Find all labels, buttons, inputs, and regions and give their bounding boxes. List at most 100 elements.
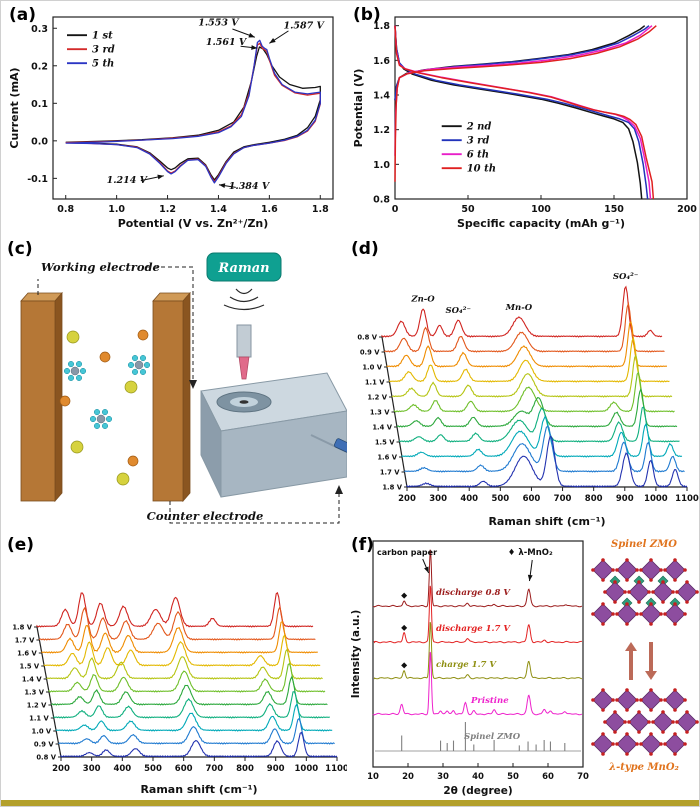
- svg-text:1.8: 1.8: [312, 204, 329, 215]
- svg-text:discharge 0.8 V: discharge 0.8 V: [436, 588, 511, 598]
- panel-b-label: (b): [353, 5, 381, 25]
- spectrum-1.6-V: [401, 415, 683, 458]
- svg-text:1.384 V: 1.384 V: [229, 181, 271, 192]
- svg-text:1.214 V: 1.214 V: [107, 175, 149, 186]
- spectrum-1.1-V: [53, 691, 330, 719]
- svg-text:1.2: 1.2: [373, 125, 390, 136]
- svg-text:6 th: 6 th: [467, 150, 489, 161]
- svg-text:900: 900: [616, 494, 634, 504]
- svg-text:1.6 V: 1.6 V: [377, 454, 397, 462]
- crystal-structures: Spinel ZMO λ-type MnO₂: [589, 535, 699, 799]
- svg-text:Current (mA): Current (mA): [8, 67, 21, 148]
- gcd-chart-svg: 0 50 100 150 200 0.8 1.0 1.2 1.4 1.6 1.8 Specific c…: [352, 16, 697, 230]
- svg-text:1.561 V: 1.561 V: [206, 37, 248, 48]
- svg-text:1.1 V: 1.1 V: [29, 715, 49, 723]
- svg-text:Working electrode: Working electrode: [41, 260, 160, 274]
- svg-text:-0.1: -0.1: [27, 174, 48, 185]
- svg-text:1 st: 1 st: [92, 31, 113, 42]
- svg-text:2θ (degree): 2θ (degree): [443, 785, 512, 797]
- spinel-zmo-caption: Spinel ZMO: [610, 539, 677, 550]
- series-2-nd: [394, 25, 643, 200]
- series-6-th: [394, 25, 652, 200]
- raman-waterfall-e-svg: 200 300 400 500 600 700 800 900 1000 1100 Raman sh…: [12, 591, 347, 796]
- svg-text:0.2: 0.2: [31, 61, 48, 72]
- svg-text:0.3: 0.3: [31, 24, 48, 35]
- svg-text:0.0: 0.0: [31, 136, 48, 147]
- svg-text:800: 800: [585, 494, 603, 504]
- svg-text:SO₄²⁻: SO₄²⁻: [613, 272, 638, 282]
- svg-text:Potential (V): Potential (V): [352, 69, 365, 148]
- svg-text:1.8 V: 1.8 V: [382, 484, 402, 492]
- spectrum-1.5-V: [43, 633, 321, 667]
- svg-text:600: 600: [523, 494, 541, 504]
- spectrum-1.0-V: [55, 703, 333, 732]
- svg-text:1.0: 1.0: [373, 160, 390, 171]
- svg-text:1.3 V: 1.3 V: [24, 689, 44, 697]
- svg-text:1.6: 1.6: [261, 204, 278, 215]
- spectrum-1.3-V: [393, 371, 675, 413]
- panel-c-raman-cell-schematic: (c) Working electrode Counter electrode Ra…: [5, 239, 347, 531]
- svg-text:1.1 V: 1.1 V: [365, 379, 385, 387]
- svg-text:1.553 V: 1.553 V: [198, 18, 240, 29]
- svg-text:1.5 V: 1.5 V: [375, 439, 395, 447]
- panel-b-gcd-chart: (b) 0 50 100 150 200 0.8 1.0 1.2 1.4 1.6 1.8 Specif…: [351, 5, 699, 235]
- svg-text:1.2: 1.2: [159, 204, 176, 215]
- svg-text:carbon paper: carbon paper: [377, 548, 437, 557]
- svg-text:1.0 V: 1.0 V: [362, 364, 382, 372]
- xrd-chart-svg: 10 20 30 40 50 60 70 2θ (degree) Intensity (a.u.…: [350, 540, 589, 797]
- series-10-th: [394, 25, 657, 182]
- svg-text:600: 600: [175, 764, 193, 774]
- svg-text:1100: 1100: [675, 494, 699, 504]
- svg-text:400: 400: [113, 764, 131, 774]
- bottom-accent-bar: [1, 800, 699, 806]
- svg-text:700: 700: [554, 494, 572, 504]
- svg-text:40: 40: [472, 772, 484, 782]
- panel-e-raman-waterfall: (e) 200 300 400 500 600 700 800 900 1000 1100 Rama…: [5, 535, 347, 799]
- svg-text:Pristine: Pristine: [470, 696, 509, 706]
- svg-text:2 nd: 2 nd: [466, 122, 492, 133]
- spectrum-1.3-V: [48, 662, 326, 693]
- svg-text:Counter electrode: Counter electrode: [147, 509, 264, 523]
- svg-text:900: 900: [267, 764, 285, 774]
- svg-text:1.2 V: 1.2 V: [27, 702, 47, 710]
- panel-f-xrd-and-structures: (f) 10 20 30 40 50 60 70 2θ (degree) Intensity (…: [349, 535, 699, 799]
- spectrum-1.4-V: [46, 648, 323, 680]
- spectrum-0.8-V: [381, 285, 663, 338]
- svg-text:0.8: 0.8: [373, 195, 390, 206]
- svg-text:Raman: Raman: [217, 261, 269, 276]
- svg-text:Mn-O: Mn-O: [505, 303, 533, 313]
- svg-text:1.8: 1.8: [373, 21, 390, 32]
- svg-text:200: 200: [398, 494, 416, 504]
- svg-text:1.6: 1.6: [373, 56, 390, 67]
- svg-text:1.6 V: 1.6 V: [17, 650, 37, 658]
- svg-text:Zn-O: Zn-O: [410, 295, 435, 305]
- cv-chart-svg: 0.8 1.0 1.2 1.4 1.6 1.8 -0.1 0.0 0.1 0.2 0.3 Potent…: [8, 16, 334, 230]
- svg-text:30: 30: [437, 772, 449, 782]
- svg-text:400: 400: [460, 494, 478, 504]
- svg-text:150: 150: [604, 204, 624, 215]
- svg-text:charge 1.7 V: charge 1.7 V: [436, 660, 497, 670]
- svg-text:1000: 1000: [294, 764, 318, 774]
- svg-text:0.9 V: 0.9 V: [34, 741, 54, 749]
- raman-cell-schematic-svg: Working electrode Counter electrode Raman: [20, 252, 347, 525]
- lambda-mno2-caption: λ-type MnO₂: [609, 762, 679, 773]
- svg-text:10 th: 10 th: [467, 164, 496, 175]
- xrd-trace-discharge-1.7-V: [373, 585, 582, 644]
- spectrum-1.1-V: [388, 336, 670, 383]
- svg-text:Raman shift (cm⁻¹): Raman shift (cm⁻¹): [488, 515, 605, 528]
- svg-text:discharge 1.7 V: discharge 1.7 V: [436, 624, 511, 634]
- raman-waterfall-d-svg: 200 300 400 500 600 700 800 900 1000 1100 Raman sh…: [357, 272, 699, 528]
- svg-text:300: 300: [429, 494, 447, 504]
- spectrum-1.7-V: [403, 425, 685, 473]
- spectrum-1.4-V: [396, 387, 678, 428]
- svg-text:1100: 1100: [325, 764, 347, 774]
- svg-text:500: 500: [144, 764, 162, 774]
- svg-text:0.9 V: 0.9 V: [360, 349, 380, 357]
- svg-text:1.7 V: 1.7 V: [380, 469, 400, 477]
- svg-text:1.4: 1.4: [373, 91, 390, 102]
- panel-a-label: (a): [9, 5, 37, 25]
- svg-text:50: 50: [507, 772, 519, 782]
- svg-text:500: 500: [491, 494, 509, 504]
- xrd-trace-Pristine: [372, 651, 583, 716]
- panel-d-raman-waterfall: (d) 200 300 400 500 600 700 800 900 1000 1100 Rama…: [349, 239, 699, 531]
